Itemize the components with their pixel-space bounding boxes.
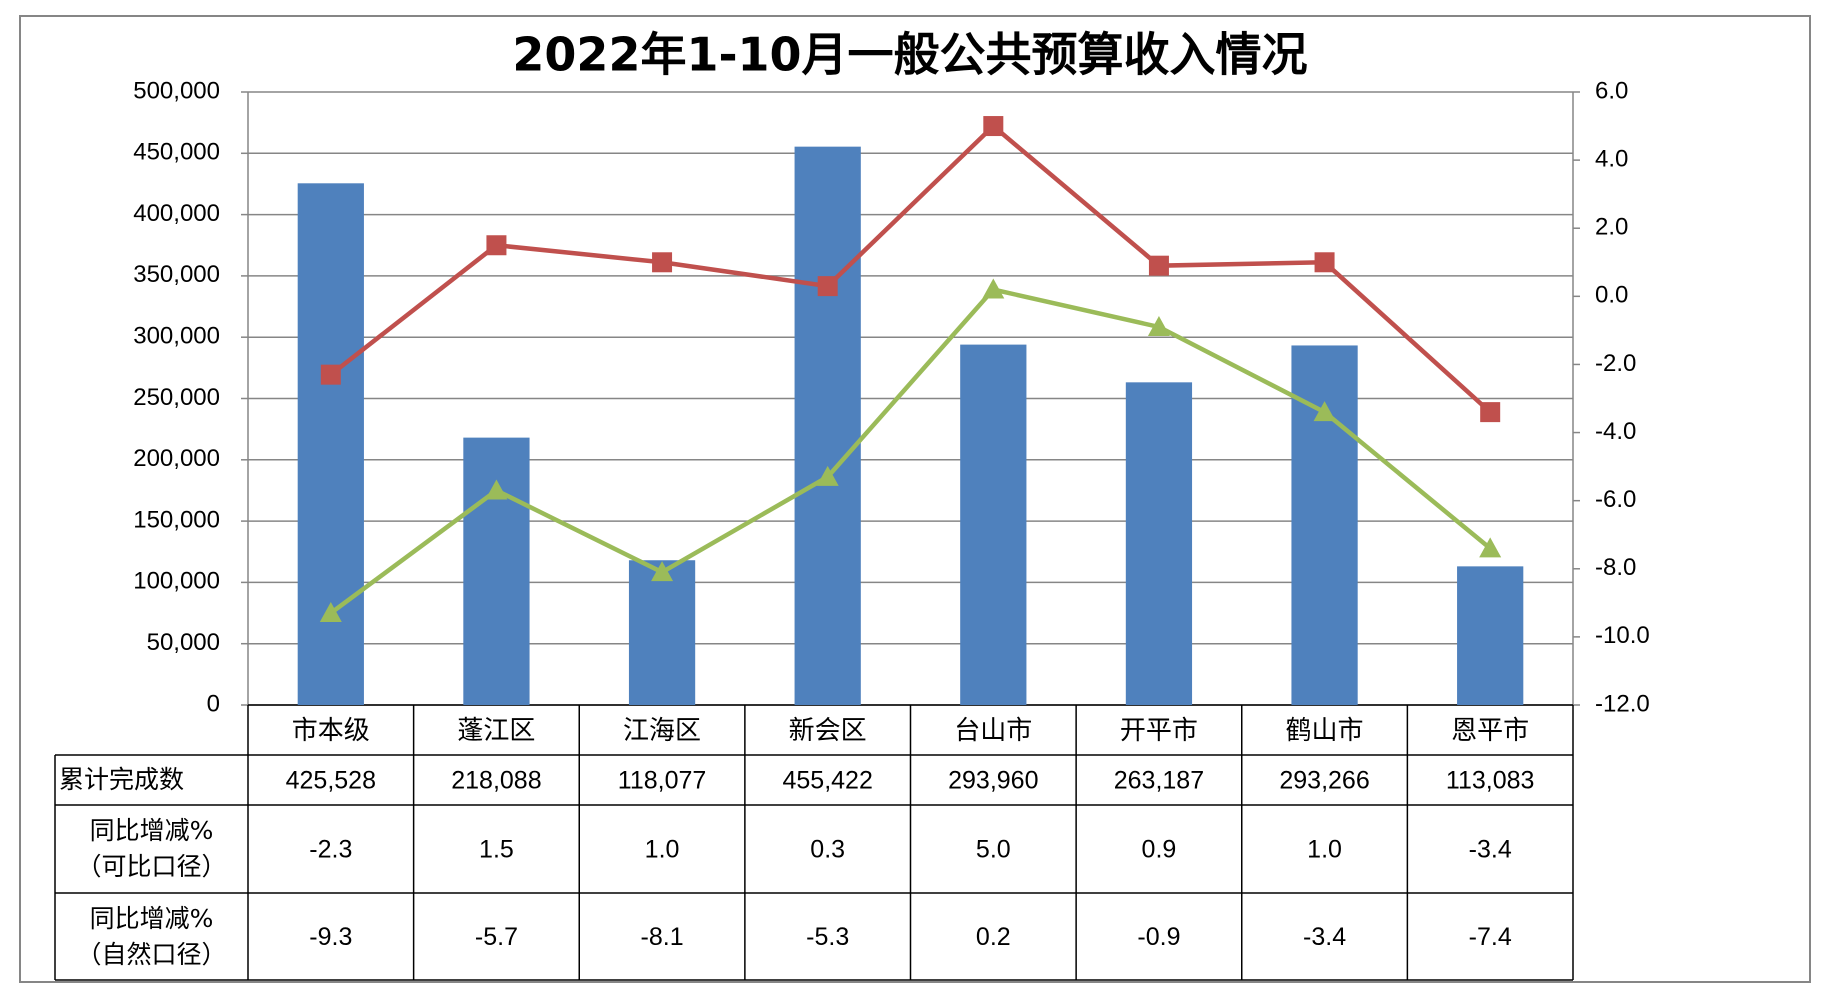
marker xyxy=(817,276,838,297)
marker xyxy=(651,561,674,582)
y-tick-label: 150,000 xyxy=(133,506,220,533)
y2-tick-label: -8.0 xyxy=(1595,554,1636,581)
table-cell: -7.4 xyxy=(1469,923,1512,951)
y2-tick-label: -10.0 xyxy=(1595,622,1650,649)
table-cell: 118,077 xyxy=(618,767,707,795)
y-tick-label: 500,000 xyxy=(133,77,220,104)
marker xyxy=(983,116,1004,137)
bar xyxy=(463,437,530,705)
x-tick-label: 市本级 xyxy=(292,716,370,746)
x-tick-label: 开平市 xyxy=(1120,716,1198,746)
table-cell: 455,422 xyxy=(783,767,873,795)
y-tick-label: 300,000 xyxy=(133,323,220,350)
table-row-label: 累计完成数 xyxy=(59,765,185,794)
y-tick-label: 200,000 xyxy=(133,445,220,472)
table-cell: 293,266 xyxy=(1279,767,1369,795)
table-cell: 1.0 xyxy=(1307,836,1342,864)
table-cell: 218,088 xyxy=(451,767,541,795)
marker xyxy=(1148,255,1169,276)
x-tick-label: 鹤山市 xyxy=(1286,716,1364,746)
marker xyxy=(486,235,507,256)
bar xyxy=(628,560,696,705)
x-tick-label: 江海区 xyxy=(623,716,701,746)
table-cell: 0.3 xyxy=(810,836,845,864)
y2-tick-label: 0.0 xyxy=(1595,282,1628,309)
marker xyxy=(1480,402,1501,423)
y2-tick-label: 6.0 xyxy=(1595,77,1628,104)
y2-tick-label: -12.0 xyxy=(1595,690,1650,717)
line xyxy=(329,123,1492,414)
marker xyxy=(320,364,341,385)
table-cell: -3.4 xyxy=(1469,836,1512,864)
table-cell: 293,960 xyxy=(948,767,1038,795)
table-cell: 263,187 xyxy=(1114,767,1204,795)
y-tick-label: 250,000 xyxy=(133,384,220,411)
marker xyxy=(1479,537,1502,558)
marker xyxy=(1147,315,1170,336)
y-tick-label: 100,000 xyxy=(133,568,220,595)
table-cell: 1.0 xyxy=(645,836,680,864)
y2-tick-label: -2.0 xyxy=(1595,350,1636,377)
table-cell: -3.4 xyxy=(1303,923,1346,951)
bar xyxy=(1125,382,1193,705)
x-tick-label: 台山市 xyxy=(954,716,1032,746)
table-row-label: 同比增减%（可比口径） xyxy=(76,816,227,881)
y2-tick-label: -6.0 xyxy=(1595,486,1636,513)
bar xyxy=(794,146,861,705)
table-cell: -5.7 xyxy=(475,923,518,951)
table-row-label: 同比增减%（自然口径） xyxy=(76,903,227,969)
table-cell: 113,083 xyxy=(1446,767,1535,795)
table-cell: 0.9 xyxy=(1142,836,1177,864)
table-cell: 425,528 xyxy=(286,767,376,795)
table-cell: 5.0 xyxy=(976,836,1011,864)
marker xyxy=(319,602,342,623)
table-cell: -5.3 xyxy=(806,923,849,951)
bar xyxy=(297,183,364,705)
line xyxy=(329,287,1492,615)
marker xyxy=(816,465,839,486)
marker xyxy=(485,479,508,500)
marker xyxy=(1313,401,1336,422)
marker xyxy=(652,252,673,273)
table-cell: 1.5 xyxy=(479,836,514,864)
table-cell: -2.3 xyxy=(309,836,352,864)
marker xyxy=(982,278,1005,299)
y2-tick-label: -4.0 xyxy=(1595,418,1636,445)
y-tick-label: 400,000 xyxy=(133,200,220,227)
table-cell: -0.9 xyxy=(1137,923,1180,951)
y-tick-label: 450,000 xyxy=(133,139,220,166)
bar xyxy=(960,344,1027,705)
table-cell: 0.2 xyxy=(976,923,1011,951)
x-tick-label: 蓬江区 xyxy=(457,716,535,746)
table-cell: -9.3 xyxy=(309,923,352,951)
chart-title: 2022年1-10月一般公共预算收入情况 xyxy=(512,28,1307,82)
table-cell: -8.1 xyxy=(641,923,684,951)
x-tick-label: 新会区 xyxy=(789,716,867,746)
y-tick-label: 0 xyxy=(207,690,220,717)
x-tick-label: 恩平市 xyxy=(1451,716,1529,746)
marker xyxy=(1314,252,1335,273)
y2-tick-label: 4.0 xyxy=(1595,145,1628,172)
chart-border xyxy=(19,15,1811,983)
y-tick-label: 50,000 xyxy=(147,629,220,656)
bar xyxy=(1457,566,1524,705)
y-tick-label: 350,000 xyxy=(133,261,220,288)
y2-tick-label: 2.0 xyxy=(1595,214,1628,241)
